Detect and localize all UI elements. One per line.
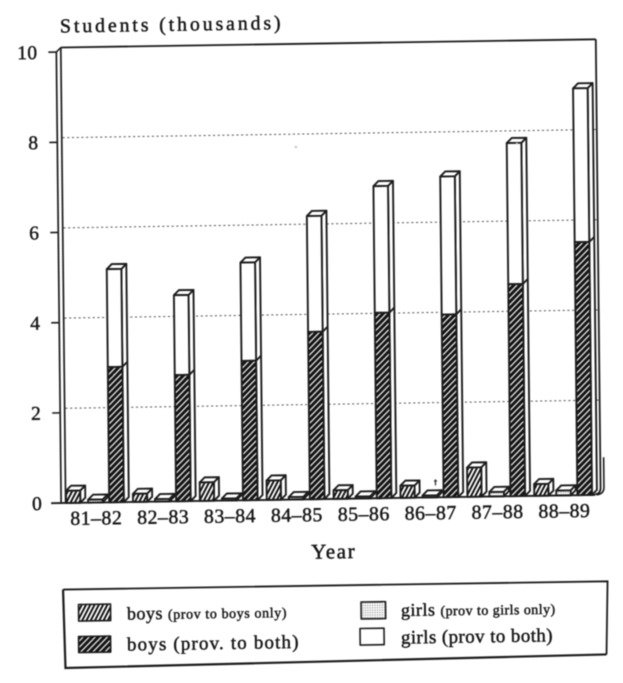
svg-text:Students (thousands): Students (thousands) [60, 12, 284, 37]
svg-text:2: 2 [31, 404, 41, 425]
svg-text:81–82: 81–82 [70, 507, 122, 530]
svg-text:0: 0 [32, 494, 42, 515]
svg-text:girls (prov to girls only): girls (prov to girls only) [401, 598, 556, 620]
svg-text:87–88: 87–88 [471, 501, 523, 524]
svg-text:85–86: 85–86 [338, 503, 390, 526]
svg-text:6: 6 [29, 223, 39, 244]
svg-text:10: 10 [17, 43, 37, 64]
svg-text:boys (prov to boys only): boys (prov to boys only) [127, 601, 287, 623]
svg-text:86–87: 86–87 [405, 502, 457, 525]
svg-text:88–89: 88–89 [538, 500, 590, 523]
svg-text:girls (prov to both): girls (prov to both) [401, 625, 553, 648]
svg-text:82–83: 82–83 [137, 506, 189, 529]
svg-text:8: 8 [28, 133, 38, 154]
svg-text:84–85: 84–85 [271, 504, 323, 527]
svg-text:boys (prov. to both): boys (prov. to both) [127, 632, 300, 656]
svg-text:83–84: 83–84 [204, 505, 256, 528]
svg-text:Year: Year [311, 539, 356, 564]
svg-text:4: 4 [30, 314, 40, 335]
